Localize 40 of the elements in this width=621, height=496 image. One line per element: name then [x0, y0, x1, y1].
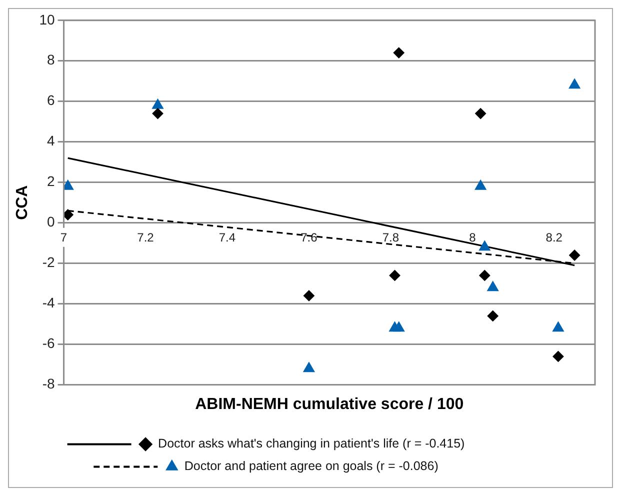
- point: [152, 108, 164, 120]
- point: [568, 78, 580, 89]
- y-tick-label: -6: [42, 335, 55, 352]
- x-tick-label: 7: [60, 230, 68, 244]
- point: [474, 180, 486, 190]
- point: [152, 98, 164, 109]
- point: [552, 322, 564, 332]
- point: [303, 362, 315, 372]
- point: [64, 180, 74, 190]
- y-tick-label: 0: [46, 214, 55, 230]
- point: [389, 270, 400, 281]
- x-tick-label: 7.2: [137, 230, 154, 244]
- y-tick-label: 6: [46, 92, 55, 108]
- y-tick-label: -4: [42, 294, 55, 311]
- x-tick-label: 7.6: [300, 230, 318, 244]
- y-tick-label: -8: [42, 376, 55, 392]
- x-axis-title: ABIM-NEMH cumulative score / 100: [195, 396, 464, 413]
- y-tick-label: 4: [46, 132, 55, 149]
- point: [552, 350, 564, 362]
- y-tick-label: 10: [39, 11, 55, 28]
- point: [569, 250, 580, 261]
- point: [393, 47, 404, 58]
- point: [487, 281, 499, 292]
- y-tick-label: 8: [46, 52, 55, 68]
- x-tick-label: 7.8: [382, 230, 400, 244]
- point: [303, 290, 314, 302]
- point: [487, 310, 498, 322]
- legend-label: Doctor asks what's changing in patient's life (r = -0.415): [158, 436, 465, 451]
- point: [64, 209, 74, 220]
- y-tick-label: -2: [42, 254, 55, 270]
- y-axis-title: CCA: [14, 184, 32, 220]
- point: [475, 108, 486, 120]
- x-tick-label: 7.4: [218, 230, 236, 244]
- x-tick-label: 8: [469, 230, 476, 244]
- point: [479, 270, 490, 281]
- legend-label: Doctor and patient agree on goals (r = -0.086): [184, 459, 438, 474]
- x-tick-label: 8.2: [546, 230, 563, 244]
- point: [393, 322, 405, 332]
- point: [478, 240, 490, 251]
- y-tick-label: 2: [46, 173, 55, 190]
